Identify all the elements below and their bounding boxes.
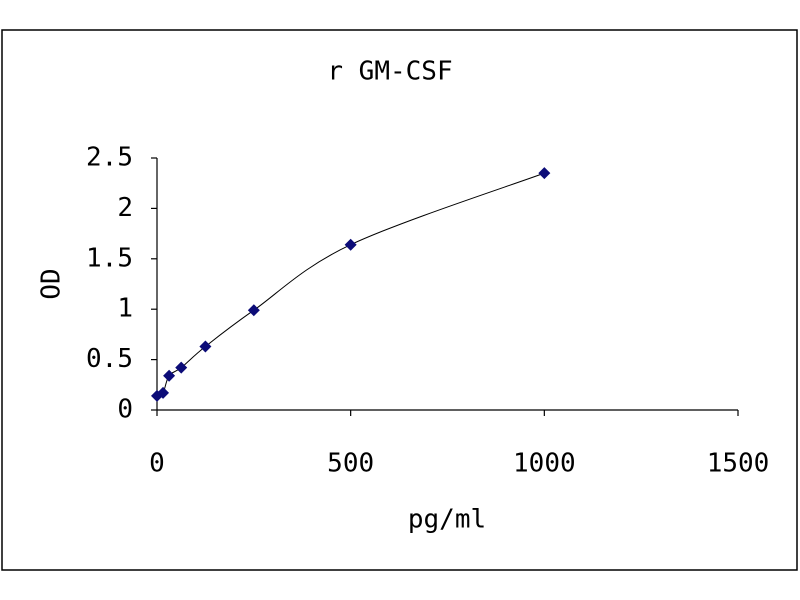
y-tick-label: 2 [117, 193, 133, 223]
x-axis-label: pg/ml [408, 505, 486, 535]
point [157, 386, 170, 399]
point [538, 167, 551, 180]
y-axis-label: OD [37, 268, 67, 299]
x-tick-label: 1000 [513, 449, 576, 479]
chart-title: r GM-CSF [327, 57, 452, 87]
y-tick-label: 0 [117, 395, 133, 425]
point [344, 238, 357, 251]
y-tick-label: 2.5 [86, 143, 133, 173]
point [247, 304, 260, 317]
y-tick-label: 0.5 [86, 344, 133, 374]
x-tick-label: 1500 [707, 449, 770, 479]
point [175, 361, 188, 374]
point [199, 340, 212, 353]
point [163, 369, 176, 382]
y-tick-label: 1 [117, 294, 133, 324]
x-tick-label: 0 [149, 449, 165, 479]
x-tick-label: 500 [327, 449, 374, 479]
y-tick-label: 1.5 [86, 243, 133, 273]
frame [1, 29, 798, 571]
